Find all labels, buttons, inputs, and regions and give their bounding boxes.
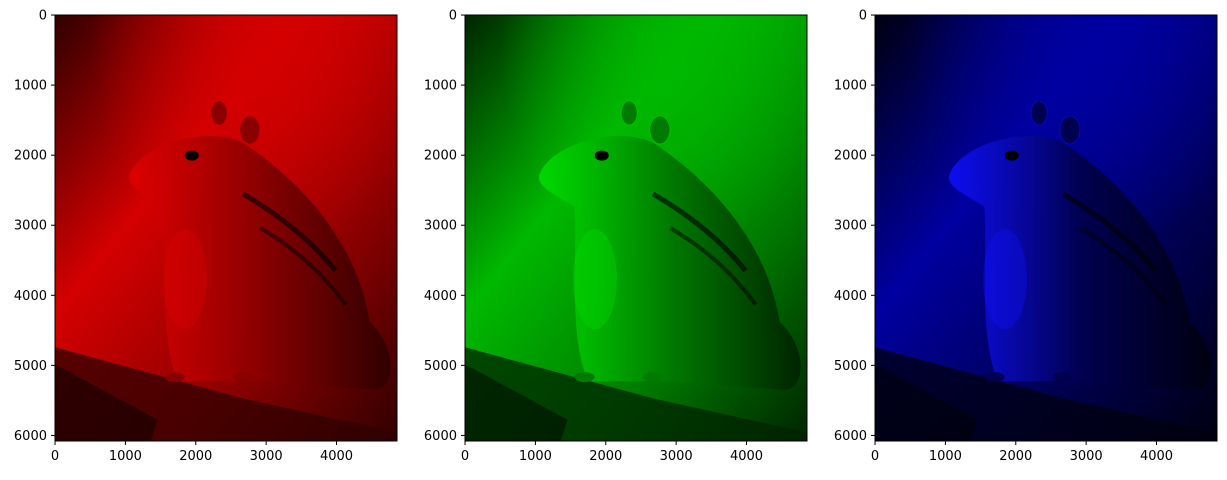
- y-tick-label: 2000: [834, 149, 867, 164]
- x-tick-label: 1000: [109, 449, 142, 464]
- y-tick-label: 3000: [424, 219, 457, 234]
- x-tick-label: 3000: [1070, 449, 1103, 464]
- chipmunk-silhouette: [948, 136, 1211, 390]
- chipmunk-silhouette: [128, 136, 391, 390]
- channel-panel-green: 0 1000 2000 3000 4000 5000 6000 0 1000 2000 3000 40…: [424, 9, 808, 464]
- x-tick-label: 3000: [660, 449, 693, 464]
- x-tick-label: 2000: [589, 449, 622, 464]
- channel-panel-red: 0 1000 2000 3000 4000 5000 6000 0 1000 2000 3000 40…: [14, 9, 398, 464]
- axes-frame: [464, 14, 808, 442]
- y-tick-label: 5000: [424, 359, 457, 374]
- x-tick-label: 2000: [999, 449, 1032, 464]
- y-tick-label: 5000: [834, 359, 867, 374]
- y-tick-label: 1000: [834, 79, 867, 94]
- y-tick-label: 5000: [14, 359, 47, 374]
- y-tick-label: 0: [859, 9, 867, 24]
- y-tick-label: 0: [449, 9, 457, 24]
- y-tick-label: 6000: [834, 429, 867, 444]
- y-tick-label: 0: [39, 9, 47, 24]
- x-tick-label: 4000: [320, 449, 353, 464]
- x-tick-label: 0: [871, 449, 879, 464]
- x-tick-label: 4000: [1140, 449, 1173, 464]
- x-tick-label: 3000: [250, 449, 283, 464]
- y-tick-label: 2000: [14, 149, 47, 164]
- y-tick-label: 4000: [14, 289, 47, 304]
- x-tick-label: 1000: [519, 449, 552, 464]
- y-tick-label: 2000: [424, 149, 457, 164]
- x-tick-label: 0: [51, 449, 59, 464]
- y-tick-label: 4000: [834, 289, 867, 304]
- chipmunk-photo-red: [55, 15, 397, 441]
- y-tick-label: 6000: [14, 429, 47, 444]
- y-tick-label: 3000: [834, 219, 867, 234]
- y-tick-label: 6000: [424, 429, 457, 444]
- x-tick-label: 1000: [929, 449, 962, 464]
- y-tick-label: 1000: [14, 79, 47, 94]
- y-tick-label: 4000: [424, 289, 457, 304]
- chipmunk-silhouette: [538, 136, 801, 390]
- channel-panel-blue: 0 1000 2000 3000 4000 5000 6000 0 1000 2000 3000 40…: [834, 9, 1218, 464]
- chipmunk-photo-green: [465, 15, 807, 441]
- chipmunk-photo-blue: [875, 15, 1217, 441]
- axes-frame: [874, 14, 1218, 442]
- axes-frame: [54, 14, 398, 442]
- y-tick-label: 3000: [14, 219, 47, 234]
- x-tick-label: 4000: [730, 449, 763, 464]
- x-tick-label: 2000: [179, 449, 212, 464]
- x-tick-label: 0: [461, 449, 469, 464]
- y-tick-label: 1000: [424, 79, 457, 94]
